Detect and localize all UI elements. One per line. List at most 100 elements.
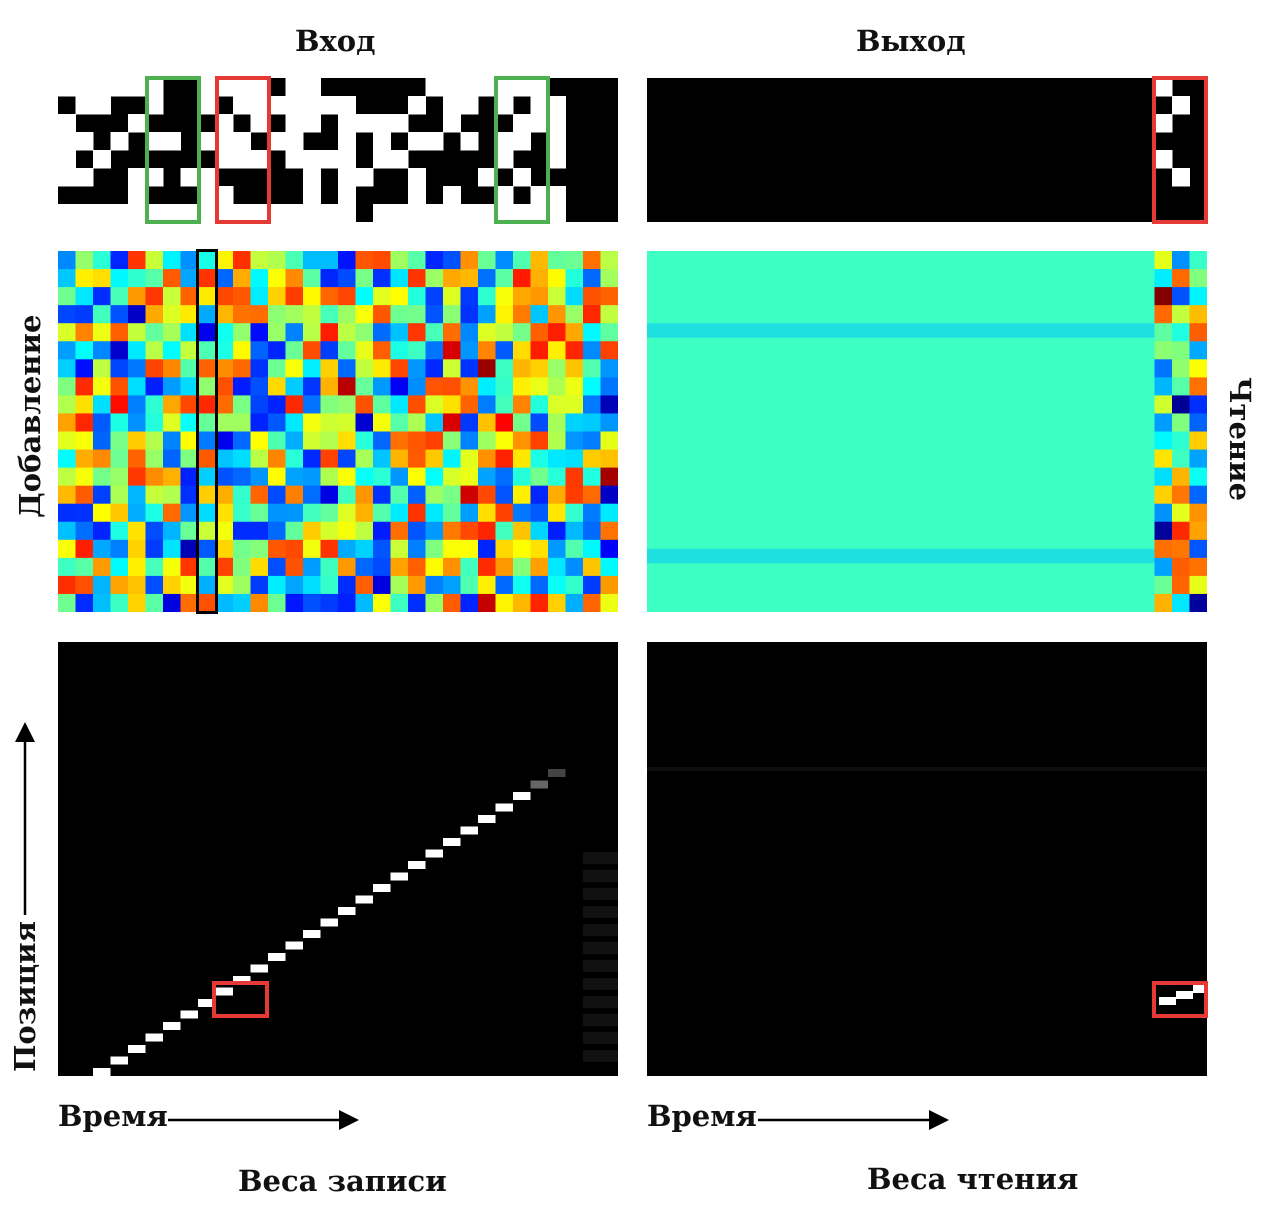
add-cell: [495, 359, 514, 378]
add-cell: [548, 413, 566, 432]
add-cell: [565, 467, 584, 487]
add-cell: [250, 539, 269, 559]
add-cell: [250, 305, 269, 324]
add-cell: [180, 305, 199, 324]
add-cell: [180, 377, 199, 396]
add-cell: [408, 575, 426, 595]
add-cell: [338, 449, 356, 469]
add-cell: [303, 341, 321, 360]
read-cell: [1154, 395, 1173, 414]
add-cell: [390, 413, 409, 432]
add-cell: [303, 521, 321, 541]
add-cell: [390, 521, 409, 541]
add-cell: [425, 323, 444, 342]
add-cell: [320, 395, 339, 414]
write-weight-cell: [250, 964, 268, 973]
input-cell: [93, 204, 111, 222]
input-cell: [338, 96, 356, 115]
add-cell: [268, 521, 286, 541]
add-cell: [338, 431, 356, 451]
add-cell: [355, 323, 374, 342]
input-cell: [530, 114, 549, 133]
input-cell: [110, 204, 129, 222]
read-cell: [1189, 359, 1207, 378]
input-cell: [58, 150, 76, 169]
add-cell: [75, 413, 94, 432]
read-cell: [1189, 521, 1207, 541]
input-cell: [250, 96, 269, 115]
add-cell: [198, 305, 216, 324]
add-cell: [215, 521, 234, 541]
add-cell: [303, 305, 321, 324]
position-label: Позиция: [8, 920, 42, 1072]
add-cell: [320, 359, 339, 378]
add-cell: [110, 251, 129, 270]
add-cell: [268, 449, 286, 469]
add-cell: [513, 485, 531, 505]
input-cell: [548, 204, 566, 222]
write-faint-cell: [583, 996, 618, 1008]
add-cell: [198, 575, 216, 595]
add-cell: [110, 485, 129, 505]
add-cell: [180, 395, 199, 414]
add-cell: [198, 377, 216, 396]
add-cell: [303, 323, 321, 342]
add-cell: [198, 467, 216, 487]
add-cell: [565, 359, 584, 378]
add-cell: [268, 341, 286, 360]
write-weight-cell: [215, 987, 233, 996]
add-cell: [373, 341, 391, 360]
write-weightings: [58, 642, 618, 1076]
add-cell: [128, 413, 146, 432]
input-cell: [128, 186, 146, 205]
add-cell: [268, 503, 286, 523]
add-cell: [163, 323, 181, 342]
add-cell: [215, 413, 234, 432]
input-cell: [303, 114, 321, 133]
add-cell: [250, 431, 269, 451]
add-cell: [495, 395, 514, 414]
add-cell: [285, 287, 304, 306]
add-cell: [460, 395, 479, 414]
add-cell: [215, 269, 234, 288]
input-cell: [215, 114, 234, 133]
add-cell: [478, 251, 496, 270]
add-cell: [110, 341, 129, 360]
add-cell: [478, 413, 496, 432]
read-cell: [1189, 251, 1207, 270]
input-cell: [215, 132, 234, 151]
add-cell: [425, 341, 444, 360]
add-cell: [180, 359, 199, 378]
add-cell: [495, 593, 514, 612]
add-cell: [145, 521, 164, 541]
read-weightings-canvas: [647, 767, 1207, 1005]
add-cell: [285, 539, 304, 559]
add-cell: [75, 431, 94, 451]
add-cell: [443, 485, 461, 505]
add-cell: [373, 323, 391, 342]
add-cell: [600, 323, 618, 342]
add-cell: [58, 359, 76, 378]
add-cell: [215, 431, 234, 451]
add-cell: [495, 323, 514, 342]
add-vectors-heatmap: [58, 251, 618, 612]
add-cell: [513, 305, 531, 324]
input-cell: [93, 78, 111, 97]
add-cell: [93, 341, 111, 360]
add-cell: [338, 269, 356, 288]
add-cell: [320, 485, 339, 505]
write-weight-cell: [268, 953, 286, 961]
add-cell: [128, 467, 146, 487]
add-cell: [478, 521, 496, 541]
add-cell: [180, 287, 199, 306]
add-cell: [425, 449, 444, 469]
add-cell: [408, 287, 426, 306]
output-cell: [1154, 150, 1173, 169]
add-cell: [320, 557, 339, 577]
read-weight-cell: [1159, 997, 1176, 1005]
input-title: Вход: [295, 24, 376, 58]
add-cell: [460, 557, 479, 577]
add-cell: [548, 575, 566, 595]
read-cell: [1189, 323, 1207, 342]
add-cell: [373, 287, 391, 306]
